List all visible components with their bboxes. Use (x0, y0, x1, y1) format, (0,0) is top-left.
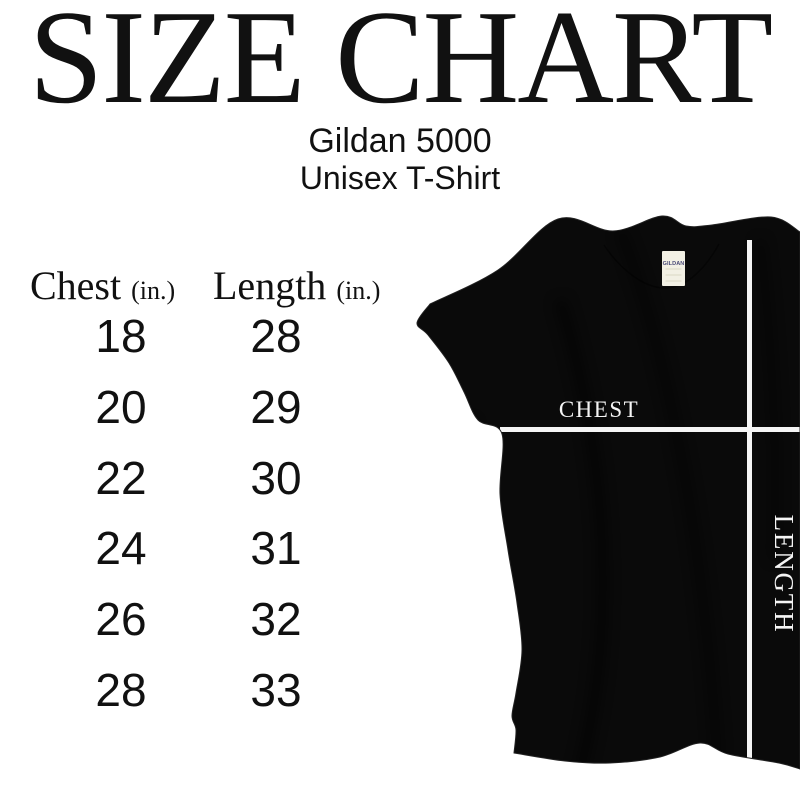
svg-text:GILDAN: GILDAN (663, 261, 685, 267)
svg-text:LENGTH: LENGTH (769, 515, 799, 634)
svg-text:CHEST: CHEST (559, 397, 639, 422)
